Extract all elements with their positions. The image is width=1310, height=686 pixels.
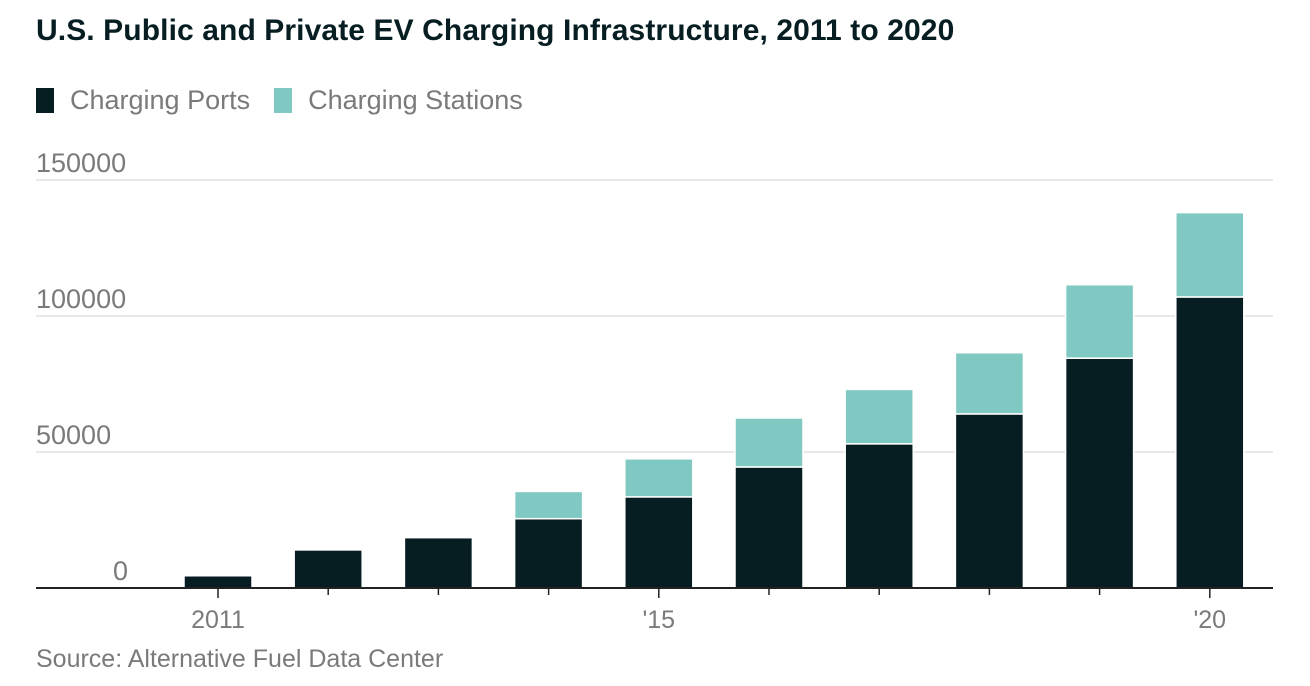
- bar-charging-ports: [403, 536, 474, 589]
- x-tick-label: '20: [1194, 606, 1227, 634]
- bar-charging-ports: [1175, 296, 1245, 589]
- y-tick-label: 0: [113, 556, 128, 586]
- bar-charging-ports: [624, 496, 694, 589]
- bar-charging-stations: [624, 458, 694, 498]
- bar-charging-ports: [293, 549, 363, 589]
- bars: [183, 211, 1245, 589]
- bar-charging-stations: [844, 388, 914, 445]
- bar-charging-ports: [513, 517, 584, 589]
- legend-item-stations: Charging Stations: [274, 85, 523, 116]
- bar-charging-stations: [1064, 283, 1135, 359]
- x-tick-labels: 2011 '15 '20: [191, 606, 1226, 634]
- y-tick-label: 150000: [36, 148, 126, 178]
- y-tick-label: 50000: [36, 420, 111, 450]
- legend-swatch-ports: [36, 87, 54, 113]
- x-axis: [36, 587, 1273, 598]
- bar-charging-ports: [954, 413, 1025, 589]
- legend-label-stations: Charging Stations: [308, 84, 523, 115]
- legend: Charging Ports Charging Stations: [36, 84, 547, 116]
- bar-charging-stations: [734, 417, 804, 468]
- x-tick-label: '15: [643, 606, 676, 634]
- y-tick-label: 100000: [36, 284, 126, 314]
- bar-charging-ports: [734, 466, 804, 589]
- bar-charging-stations: [1175, 211, 1245, 298]
- bar-charging-ports: [183, 575, 253, 589]
- bar-charging-stations: [513, 490, 584, 520]
- bar-charging-ports: [1064, 357, 1135, 589]
- y-tick-labels: 0 50000 100000 150000: [36, 148, 128, 586]
- chart-title: U.S. Public and Private EV Charging Infr…: [36, 14, 955, 47]
- bar-charging-ports: [844, 443, 914, 589]
- bar-charging-stations: [954, 351, 1025, 415]
- legend-item-ports: Charging Ports: [36, 85, 250, 116]
- source-note: Source: Alternative Fuel Data Center: [36, 645, 444, 673]
- x-tick-label: 2011: [191, 606, 245, 634]
- legend-swatch-stations: [274, 87, 293, 113]
- legend-label-ports: Charging Ports: [70, 84, 251, 115]
